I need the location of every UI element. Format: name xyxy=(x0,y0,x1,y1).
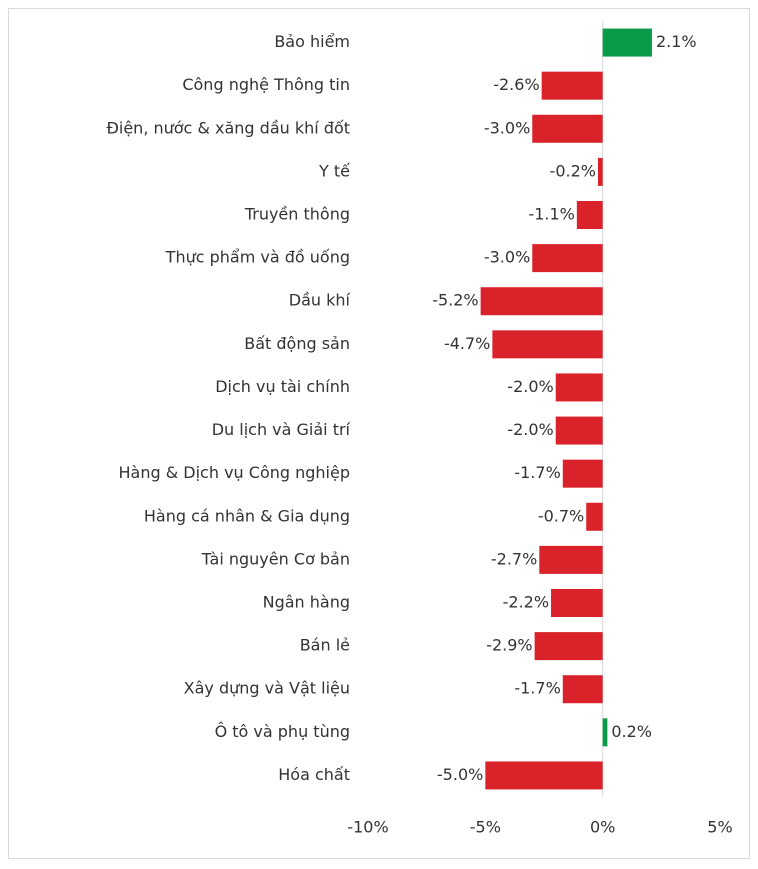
y-tick-label: Bán lẻ xyxy=(300,636,350,655)
y-tick-label: Du lịch và Giải trí xyxy=(212,420,351,439)
y-tick-label: Bất động sản xyxy=(244,334,350,353)
y-tick-label: Công nghệ Thông tin xyxy=(182,75,350,94)
bar xyxy=(485,761,603,790)
bar xyxy=(492,330,603,359)
value-label: -3.0% xyxy=(484,118,530,137)
value-label: -0.7% xyxy=(538,506,584,525)
bar xyxy=(597,157,603,186)
y-tick-label: Ngân hàng xyxy=(263,593,350,612)
y-tick-label: Truyền thông xyxy=(244,205,350,224)
bar xyxy=(562,675,603,704)
value-label: -1.1% xyxy=(528,205,574,224)
bar xyxy=(555,373,603,402)
value-label: -2.7% xyxy=(491,549,537,568)
x-tick-label: 5% xyxy=(707,818,732,837)
y-tick-label: Dầu khí xyxy=(289,291,351,310)
y-tick-label: Dịch vụ tài chính xyxy=(215,377,350,396)
bar xyxy=(534,632,603,661)
value-label: 0.2% xyxy=(611,722,652,741)
y-tick-label: Hóa chất xyxy=(278,765,350,784)
y-tick-label: Bảo hiểm xyxy=(274,32,350,51)
value-label: -2.0% xyxy=(507,420,553,439)
bar xyxy=(541,71,603,100)
bar xyxy=(532,244,603,273)
value-label: -0.2% xyxy=(550,161,596,180)
bar xyxy=(551,589,603,617)
y-tick-label: Hàng cá nhân & Gia dụng xyxy=(144,506,350,525)
value-label: -3.0% xyxy=(484,248,530,267)
y-tick-label: Y tế xyxy=(318,161,350,180)
bar xyxy=(480,287,603,316)
value-label: -5.2% xyxy=(432,291,478,310)
bar xyxy=(586,502,603,531)
x-tick-label: 0% xyxy=(590,818,615,837)
bar xyxy=(576,201,603,229)
y-tick-label: Ô tô và phụ tùng xyxy=(215,722,350,741)
bar xyxy=(562,459,603,488)
chart-border xyxy=(8,8,750,859)
value-label: -2.2% xyxy=(503,593,549,612)
value-label: -5.0% xyxy=(437,765,483,784)
y-tick-label: Điện, nước & xăng dầu khí đốt xyxy=(106,118,350,137)
bar xyxy=(555,416,603,445)
bar xyxy=(532,114,603,143)
bar xyxy=(539,545,603,574)
value-label: -2.6% xyxy=(493,75,539,94)
value-label: 2.1% xyxy=(656,32,697,51)
value-label: -1.7% xyxy=(514,679,560,698)
y-tick-label: Hàng & Dịch vụ Công nghiệp xyxy=(119,463,351,482)
value-label: -4.7% xyxy=(444,334,490,353)
y-tick-label: Tài nguyên Cơ bản xyxy=(201,549,350,568)
x-tick-label: -5% xyxy=(470,818,501,837)
x-tick-label: -10% xyxy=(347,818,388,837)
bar xyxy=(602,718,608,747)
bar xyxy=(602,28,652,57)
y-tick-label: Thực phẩm và đồ uống xyxy=(165,248,350,267)
value-label: -2.9% xyxy=(486,636,532,655)
value-label: -1.7% xyxy=(514,463,560,482)
value-label: -2.0% xyxy=(507,377,553,396)
y-tick-label: Xây dựng và Vật liệu xyxy=(184,679,350,698)
